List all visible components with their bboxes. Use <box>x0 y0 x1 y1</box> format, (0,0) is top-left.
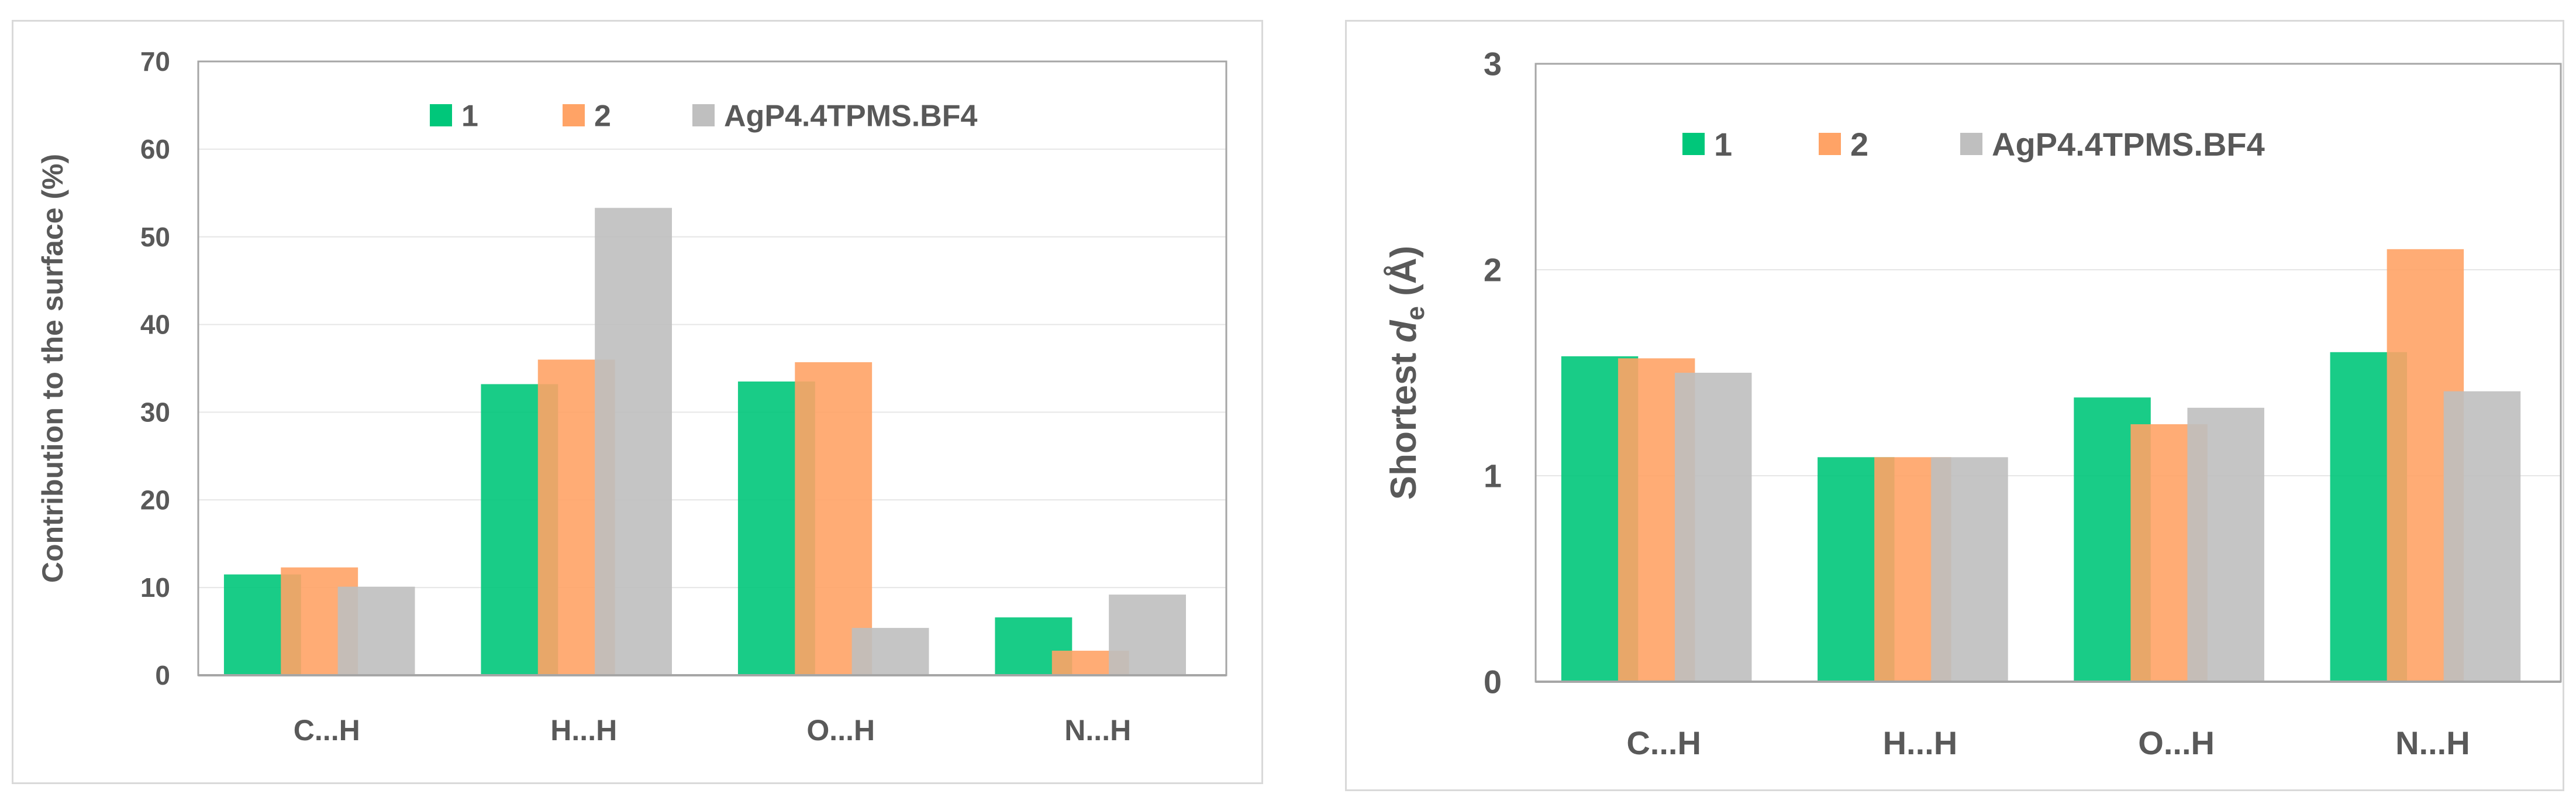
y-tick-label: 60 <box>140 134 170 164</box>
legend-swatch-agp4-4tpms-bf4 <box>692 104 715 126</box>
y-axis-title: Shortest de (Å) <box>1384 246 1430 500</box>
legend-label-2: 2 <box>594 99 611 133</box>
legend-label-agp4-4tpms-bf4: AgP4.4TPMS.BF4 <box>724 99 977 133</box>
bar-2-o-h <box>795 362 873 675</box>
y-tick-label: 50 <box>140 222 170 252</box>
x-tick-label: C...H <box>1626 724 1701 761</box>
bar-agp4-4tpms-bf4-o-h <box>851 628 929 675</box>
legend-label-1: 1 <box>461 99 478 133</box>
legend-swatch-1 <box>1682 133 1705 155</box>
x-tick-label: O...H <box>2138 724 2215 761</box>
x-tick-label: C...H <box>294 714 360 747</box>
y-tick-label: 20 <box>140 485 170 515</box>
y-tick-label: 30 <box>140 397 170 428</box>
bar-agp4-4tpms-bf4-h-h <box>1931 457 2008 682</box>
x-tick-label: N...H <box>1064 714 1131 747</box>
y-tick-label: 1 <box>1484 458 1502 494</box>
bar-agp4-4tpms-bf4-n-h <box>2443 391 2521 682</box>
y-tick-label: 0 <box>1484 664 1502 700</box>
legend-swatch-agp4-4tpms-bf4 <box>1960 133 1982 155</box>
x-tick-label: O...H <box>806 714 875 747</box>
bar-agp4-4tpms-bf4-h-h <box>595 208 672 675</box>
bar-agp4-4tpms-bf4-n-h <box>1109 595 1186 675</box>
legend-label-2: 2 <box>1850 126 1868 163</box>
x-tick-label: N...H <box>2395 724 2470 761</box>
bar-agp4-4tpms-bf4-c-h <box>337 586 415 675</box>
x-tick-label: H...H <box>550 714 617 747</box>
legend-swatch-1 <box>430 104 452 126</box>
bar-agp4-4tpms-bf4-c-h <box>1674 373 1752 682</box>
y-tick-label: 10 <box>140 572 170 603</box>
y-axis-title-variable: d <box>1384 319 1424 342</box>
legend-label-1: 1 <box>1714 126 1732 163</box>
shortest-de-bar-chart: C...H H...H O...H N...H 0 1 2 3 1 2 AgP4.4TPMS.BF4… <box>1384 46 2562 761</box>
y-tick-label: 70 <box>140 46 170 77</box>
y-axis-title-suffix: (Å) <box>1384 246 1424 306</box>
y-tick-label: 40 <box>140 310 170 340</box>
right-chart-panel: C...H H...H O...H N...H 0 1 2 3 1 2 AgP4.4TPMS.BF4… <box>1345 20 2564 791</box>
y-tick-label: 3 <box>1484 46 1502 83</box>
x-tick-label: H...H <box>1883 724 1958 761</box>
y-tick-label: 2 <box>1484 252 1502 288</box>
y-axis-title-subscript: e <box>1401 306 1430 320</box>
y-axis-title-prefix: Shortest <box>1384 342 1424 500</box>
bar-agp4-4tpms-bf4-o-h <box>2187 407 2264 682</box>
y-axis-title: Contribution to the surface (%) <box>36 154 69 583</box>
left-chart-panel: C...H H...H O...H N...H 0 10 20 30 40 50 60 70 1 2 AgP… <box>12 20 1263 784</box>
legend-label-agp4-4tpms-bf4: AgP4.4TPMS.BF4 <box>1992 126 2265 163</box>
legend-swatch-2 <box>563 104 585 126</box>
legend-swatch-2 <box>1819 133 1841 155</box>
contribution-bar-chart: C...H H...H O...H N...H 0 10 20 30 40 50 60 70 1 2 AgP… <box>36 46 1227 747</box>
y-tick-label: 0 <box>155 660 170 690</box>
